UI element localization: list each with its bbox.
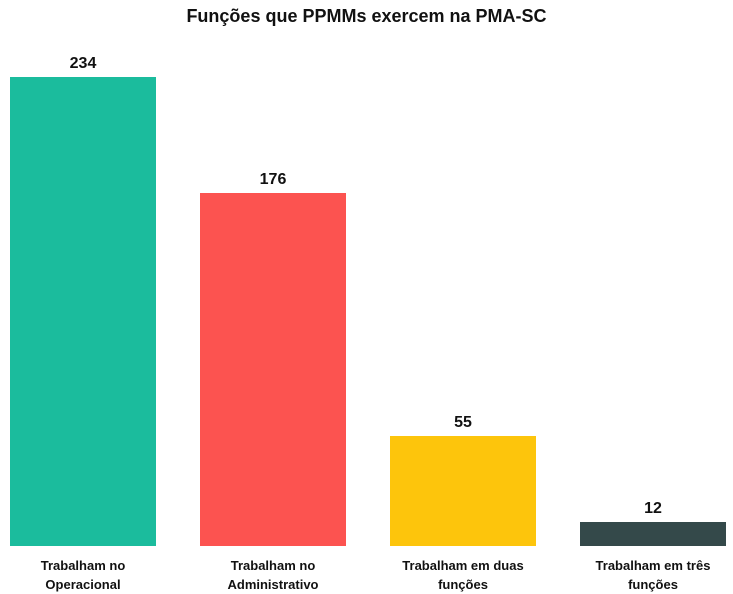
bar	[10, 77, 156, 546]
chart-title: Funções que PPMMs exercem na PMA-SC	[186, 6, 547, 26]
value-label: 55	[454, 413, 472, 431]
value-label: 12	[644, 499, 662, 517]
bar	[580, 521, 726, 546]
x-tick-label: Trabalham no Operacional	[40, 558, 126, 592]
x-tick-label: Trabalham no Administrativo	[227, 558, 319, 592]
x-tick-label: Trabalham em duas funções	[402, 558, 524, 592]
bar	[390, 435, 536, 546]
bar	[200, 193, 346, 546]
value-label: 176	[259, 171, 287, 189]
x-tick-label: Trabalham em três funções	[595, 558, 711, 592]
value-label: 234	[69, 55, 97, 72]
